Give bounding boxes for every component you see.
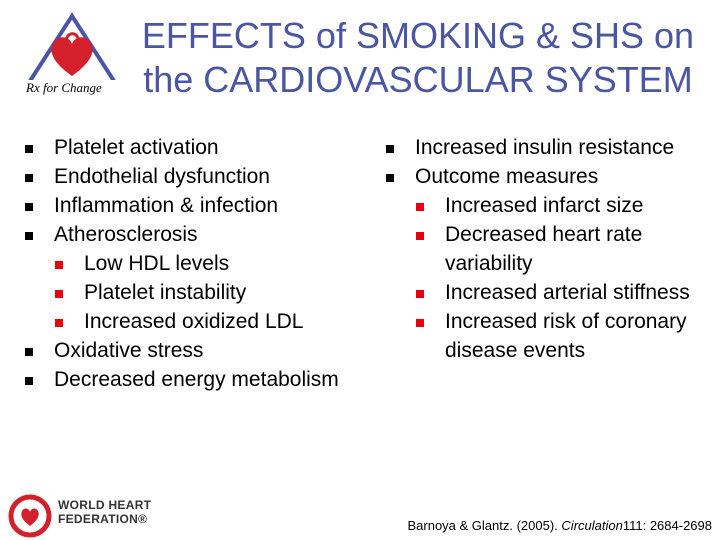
red-square-bullet-icon — [416, 290, 424, 298]
bullet-item: Outcome measures — [383, 162, 703, 191]
citation: Barnoya & Glantz. (2005). Circulation111… — [407, 518, 712, 533]
bullet-text: Decreased heart rate variability — [445, 223, 643, 275]
sub-bullet-item: Platelet instability — [22, 278, 342, 307]
bullet-text: Increased risk of coronary disease event… — [445, 310, 687, 362]
logo-text: Rx for Change — [26, 80, 102, 95]
left-bullet-list: Platelet activation Endothelial dysfuncti… — [22, 133, 342, 394]
bullet-item: Inflammation & infection — [22, 191, 342, 220]
bullet-item: Atherosclerosis — [22, 220, 342, 249]
bullet-text: Low HDL levels — [84, 252, 230, 275]
bullet-item: Increased insulin resistance — [383, 133, 703, 162]
world-heart-federation-logo: WORLD HEART FEDERATION® — [8, 492, 208, 540]
bullet-item: Oxidative stress — [22, 336, 342, 365]
bullet-text: Inflammation & infection — [54, 194, 279, 217]
title-line-1: EFFECTS of SMOKING & SHS on — [141, 15, 695, 56]
sub-bullet-item: Increased oxidized LDL — [22, 307, 342, 336]
bullet-text: Endothelial dysfunction — [54, 165, 270, 188]
sub-bullet-item: Increased arterial stiffness — [383, 278, 703, 307]
square-bullet-icon — [25, 203, 33, 211]
slide-title: EFFECTS of SMOKING & SHS on the CARDIOVA… — [128, 14, 708, 102]
world-heart-federation-logo-icon — [8, 494, 52, 538]
whf-line-1: WORLD HEART — [58, 498, 152, 512]
left-column: Platelet activation Endothelial dysfuncti… — [22, 133, 342, 394]
red-square-bullet-icon — [416, 319, 424, 327]
red-square-bullet-icon — [55, 261, 63, 269]
citation-journal: Circulation — [561, 518, 623, 533]
square-bullet-icon — [25, 348, 33, 356]
bullet-text: Increased arterial stiffness — [445, 281, 690, 304]
square-bullet-icon — [25, 377, 33, 385]
square-bullet-icon — [25, 232, 33, 240]
bullet-text: Increased oxidized LDL — [84, 310, 304, 333]
bullet-item: Platelet activation — [22, 133, 342, 162]
square-bullet-icon — [25, 145, 33, 153]
citation-ref: 111: 2684-2698 — [622, 518, 712, 533]
bullet-text: Oxidative stress — [54, 339, 204, 362]
red-square-bullet-icon — [55, 290, 63, 298]
bullet-text: Increased insulin resistance — [415, 136, 675, 159]
bullet-text: Platelet activation — [54, 136, 219, 159]
sub-bullet-item: Low HDL levels — [22, 249, 342, 278]
heart-triangle-logo-icon — [22, 12, 122, 98]
whf-text: WORLD HEART FEDERATION® — [58, 498, 151, 526]
bullet-item: Decreased energy metabolism — [22, 365, 342, 394]
square-bullet-icon — [386, 145, 394, 153]
bullet-text: Outcome measures — [415, 165, 599, 188]
citation-authors: Barnoya & Glantz. (2005). — [407, 518, 558, 533]
sub-bullet-item: Decreased heart rate variability — [383, 220, 703, 278]
whf-line-2: FEDERATION® — [58, 512, 148, 526]
sub-bullet-item: Increased risk of coronary disease event… — [383, 307, 703, 365]
bullet-item: Endothelial dysfunction — [22, 162, 342, 191]
bullet-text: Atherosclerosis — [54, 223, 198, 246]
rx-for-change-logo: Rx for Change — [22, 10, 134, 100]
square-bullet-icon — [25, 174, 33, 182]
right-bullet-list: Increased insulin resistance Outcome meas… — [383, 133, 703, 365]
red-square-bullet-icon — [416, 232, 424, 240]
red-square-bullet-icon — [55, 319, 63, 327]
red-square-bullet-icon — [416, 203, 424, 211]
right-column: Increased insulin resistance Outcome meas… — [383, 133, 703, 365]
bullet-text: Decreased energy metabolism — [54, 368, 339, 391]
sub-bullet-item: Increased infarct size — [383, 191, 703, 220]
title-line-2: the CARDIOVASCULAR SYSTEM — [143, 59, 693, 100]
bullet-text: Increased infarct size — [445, 194, 644, 217]
bullet-text: Platelet instability — [84, 281, 247, 304]
square-bullet-icon — [386, 174, 394, 182]
